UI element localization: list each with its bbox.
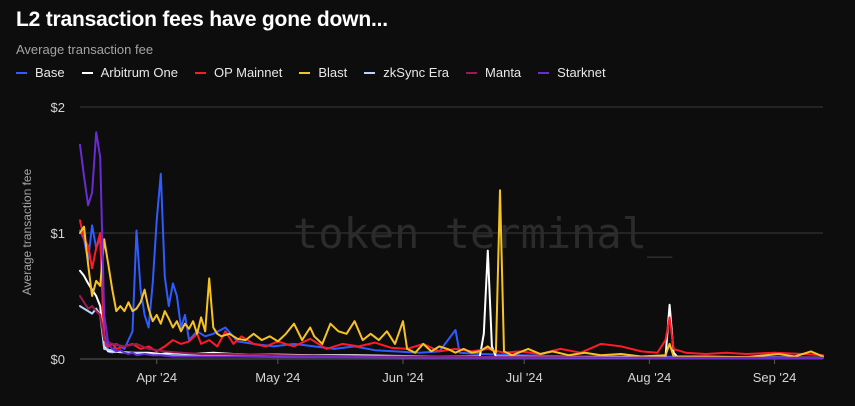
y-tick-label: $2 [51, 100, 65, 115]
series-line-manta[interactable] [79, 295, 824, 359]
legend-swatch [16, 71, 27, 74]
series-line-arbitrum-one[interactable] [79, 249, 824, 359]
series-line-starknet[interactable] [79, 131, 824, 359]
series-line-base[interactable] [79, 172, 824, 359]
chart-legend: Base Arbitrum One OP Mainnet Blast zkSync Er… [16, 65, 623, 80]
legend-swatch [299, 71, 311, 74]
legend-swatch [81, 71, 93, 74]
legend-label: Blast [318, 65, 348, 80]
legend-label: Arbitrum One [100, 65, 178, 80]
watermark: token terminal_ [293, 209, 673, 258]
legend-item-starknet[interactable]: Starknet [538, 65, 606, 80]
x-tick-label: Sep '24 [753, 370, 797, 385]
legend-label: zkSync Era [383, 65, 450, 80]
chart-subtitle: Average transaction fee [16, 42, 154, 57]
series-layer [79, 131, 824, 359]
x-tick-label: Jun '24 [382, 370, 424, 385]
y-tick-label: $0 [51, 352, 65, 367]
legend-label: Starknet [557, 65, 606, 80]
series-line-blast[interactable] [79, 189, 824, 359]
x-tick-label: Apr '24 [136, 370, 177, 385]
x-tick-label: May '24 [255, 370, 300, 385]
legend-item-blast[interactable]: Blast [299, 65, 347, 80]
legend-item-manta[interactable]: Manta [466, 65, 521, 80]
x-tick-label: Jul '24 [506, 370, 543, 385]
legend-item-base[interactable]: Base [16, 65, 65, 80]
chart-title: L2 transaction fees have gone down... [16, 8, 388, 31]
grid-layer [80, 106, 823, 360]
legend-item-op-mainnet[interactable]: OP Mainnet [194, 65, 283, 80]
legend-swatch [194, 71, 206, 74]
legend-label: Base [35, 65, 65, 80]
legend-item-zksync-era[interactable]: zkSync Era [364, 65, 449, 80]
legend-swatch [364, 71, 376, 74]
legend-swatch [466, 71, 478, 74]
x-tick-label: Aug '24 [628, 370, 672, 385]
legend-swatch [538, 71, 550, 74]
legend-label: Manta [485, 65, 522, 80]
legend-item-arbitrum-one[interactable]: Arbitrum One [81, 65, 178, 80]
legend-label: OP Mainnet [213, 65, 283, 80]
axis-layer: $0 $1 $2 Apr '24 May '24 Jun '24 Jul '24 Aug '2… [51, 100, 797, 385]
y-axis-title: Average transaction fee [20, 168, 34, 295]
y-tick-label: $1 [51, 226, 65, 241]
